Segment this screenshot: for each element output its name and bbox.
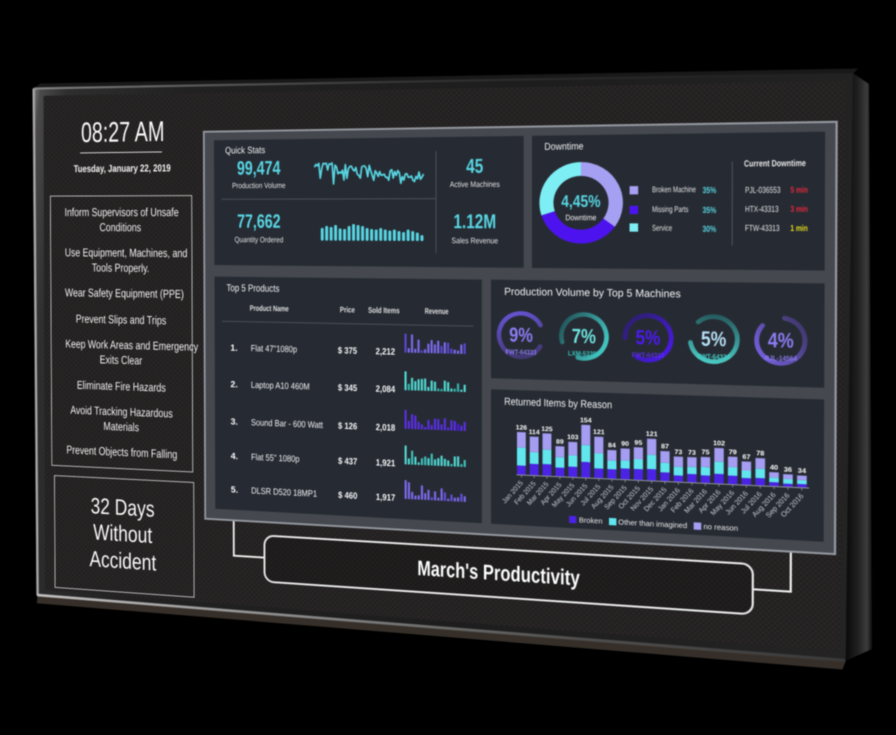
svg-text:78: 78 [757,451,766,458]
svg-text:5%: 5% [636,327,661,350]
svg-text:87: 87 [661,444,670,451]
svg-text:90: 90 [622,441,631,448]
svg-text:114: 114 [529,429,541,436]
svg-text:5%: 5% [701,328,727,352]
svg-text:LXM-53397: LXM-53397 [568,351,600,359]
svg-text:121: 121 [593,429,605,436]
svg-text:40: 40 [770,465,779,472]
svg-text:9%: 9% [509,324,533,347]
svg-text:89: 89 [556,439,564,446]
svg-text:73: 73 [675,449,684,456]
svg-text:79: 79 [729,449,738,456]
svg-text:36: 36 [784,467,793,474]
svg-text:34: 34 [798,468,807,475]
svg-text:67: 67 [743,454,752,461]
svg-text:102: 102 [713,441,726,449]
svg-text:FWT-64333: FWT-64333 [506,349,537,357]
svg-text:125: 125 [542,426,554,433]
svg-text:126: 126 [516,425,528,432]
svg-text:RJL-14564: RJL-14564 [765,355,798,363]
svg-text:84: 84 [608,443,617,450]
svg-text:FWT-64333: FWT-64333 [632,352,664,360]
svg-text:154: 154 [580,418,592,425]
svg-text:7%: 7% [572,325,597,348]
svg-text:73: 73 [688,450,697,457]
svg-text:4%: 4% [768,329,795,353]
svg-text:75: 75 [702,450,711,457]
svg-text:95: 95 [635,440,644,447]
svg-text:103: 103 [567,435,579,442]
svg-text:FWT-64334: FWT-64334 [697,354,731,362]
svg-text:121: 121 [646,431,659,438]
